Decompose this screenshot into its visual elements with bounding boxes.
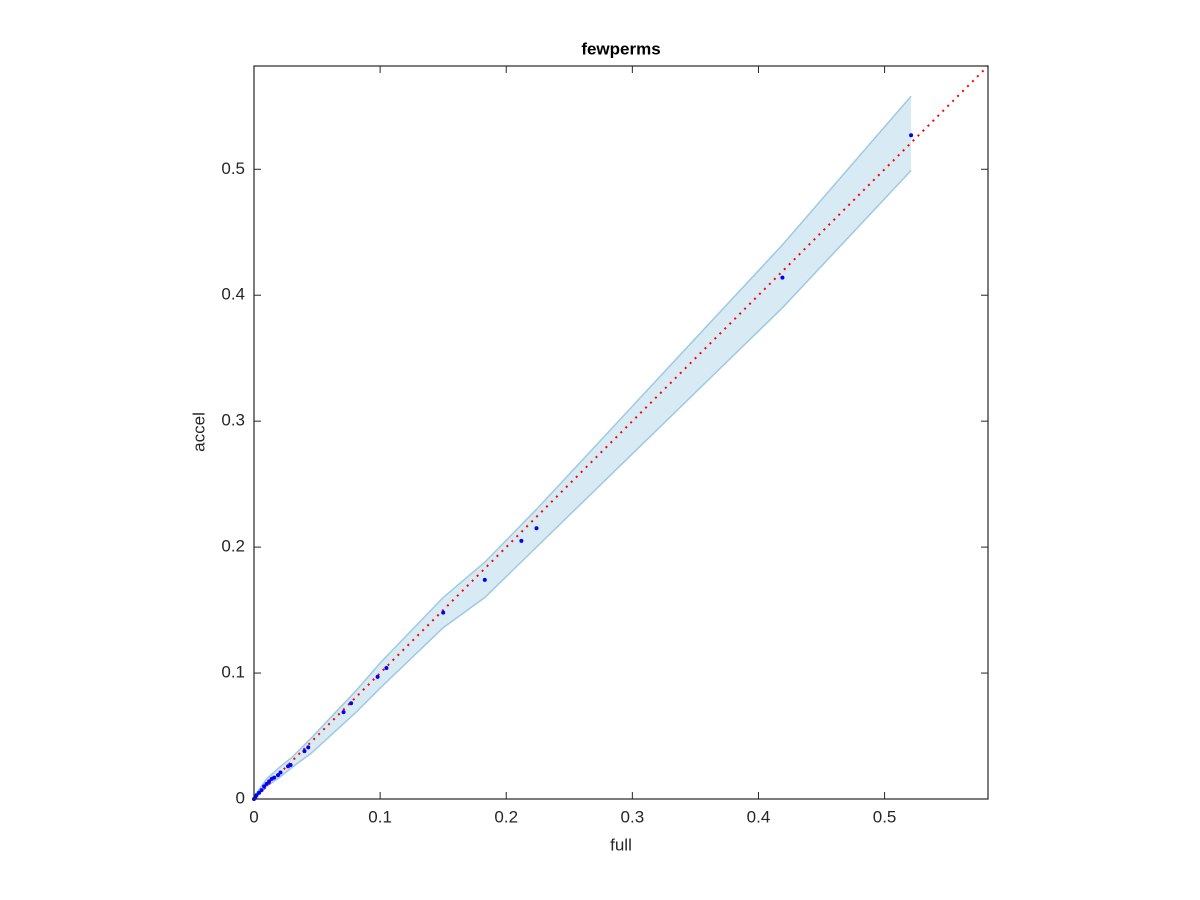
point [306, 745, 311, 750]
point [349, 701, 354, 706]
point [384, 666, 389, 671]
y-axis-label: accel [189, 412, 208, 452]
point [275, 773, 280, 778]
x-tick-label: 0.4 [747, 807, 771, 826]
y-tick-label: 0.4 [221, 285, 245, 304]
point [519, 538, 524, 543]
band-upper [253, 95, 912, 797]
x-tick-label: 0.5 [873, 807, 897, 826]
point [341, 710, 346, 715]
point [267, 779, 272, 784]
y-tick-label: 0 [236, 788, 245, 807]
y-tick-label: 0.2 [221, 537, 245, 556]
point [264, 781, 269, 786]
point [278, 770, 283, 775]
point [909, 133, 914, 138]
point [262, 784, 267, 789]
chart-title: fewperms [581, 39, 660, 58]
x-axis-label: full [610, 835, 632, 854]
x-tick-label: 0.2 [494, 807, 518, 826]
reference-line [253, 65, 989, 800]
point [534, 526, 539, 531]
point [302, 749, 307, 754]
point [286, 764, 291, 769]
point [780, 275, 785, 280]
band-lower [253, 170, 912, 800]
point [482, 577, 487, 582]
x-tick-label: 0 [249, 807, 258, 826]
point [441, 610, 446, 615]
point [259, 788, 264, 793]
axes-box [253, 65, 989, 800]
point [269, 776, 274, 781]
x-tick-label: 0.1 [368, 807, 392, 826]
point [375, 674, 380, 679]
y-tick-label: 0.5 [221, 159, 245, 178]
y-tick-label: 0.1 [221, 663, 245, 682]
point [257, 790, 262, 795]
y-tick-label: 0.3 [221, 411, 245, 430]
x-tick-label: 0.3 [621, 807, 645, 826]
